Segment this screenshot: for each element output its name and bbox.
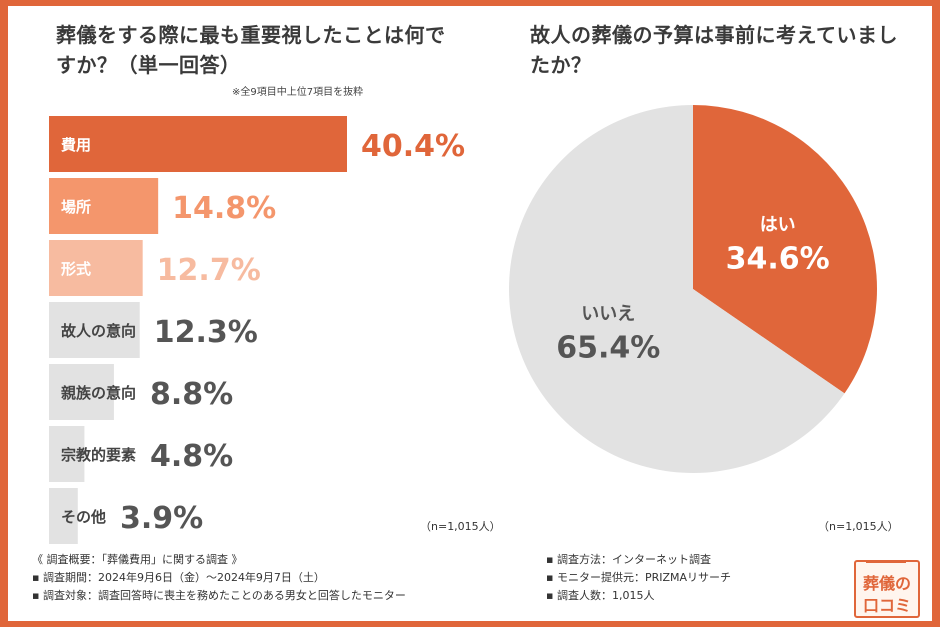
pie-slice-label: はい [760, 214, 796, 235]
bar-chart-title: 葬儀をする際に最も重要視したことは何ですか？（単一回答） [56, 23, 446, 77]
logo-roof-shape [866, 561, 906, 569]
survey-summary-left: 《 調査概要：「葬儀費用」に関する調査 》 ▪ 調査期間：2024年9月6日（金… [32, 551, 406, 605]
survey-target: ▪ 調査対象：調査回答時に喪主を務めたことのある男女と回答したモニター [32, 589, 406, 602]
survey-summary-heading: 《 調査概要：「葬儀費用」に関する調査 》 [32, 553, 243, 566]
bar-category-label: 親族の意向 [61, 384, 136, 402]
pie-value-label: 34.6% [726, 241, 830, 276]
bar-value-label: 4.8% [150, 439, 233, 474]
bar-6 [49, 488, 78, 544]
pie-slice-0 [693, 105, 878, 394]
logo-text-line2: 口コミ [862, 596, 911, 615]
pie-value-label: 65.4% [556, 331, 660, 366]
bar-category-label: 宗教的要素 [61, 446, 136, 464]
survey-count: ▪ 調査人数：1,015人 [546, 589, 655, 602]
bar-0 [49, 116, 347, 172]
bar-value-label: 14.8% [172, 191, 276, 226]
bar-4 [49, 364, 114, 420]
bar-category-label: 故人の意向 [61, 322, 136, 340]
bar-category-label: その他 [61, 508, 106, 526]
pie-slice-label: いいえ [581, 304, 635, 325]
bar-category-label: 形式 [61, 260, 91, 278]
logo-text-line1: 葬儀の [862, 574, 911, 593]
bar-3 [49, 302, 140, 358]
pie-slice-1 [509, 105, 845, 473]
bar-category-label: 費用 [61, 136, 91, 154]
survey-method: ▪ 調査方法：インターネット調査 [546, 553, 711, 566]
bar-value-label: 8.8% [150, 377, 233, 412]
bar-value-label: 40.4% [361, 129, 465, 164]
pie-chart-title: 故人の葬儀の予算は事前に考えていましたか？ [530, 23, 898, 77]
bar-value-label: 3.9% [120, 501, 203, 536]
bar-chart-note: ※全9項目中上位7項目を抜粋 [232, 87, 364, 98]
brand-logo: 葬儀の 口コミ [854, 560, 920, 618]
bar-1 [49, 178, 159, 234]
bar-value-label: 12.3% [154, 315, 258, 350]
survey-summary-right: ▪ 調査方法：インターネット調査 ▪ モニター提供元：PRIZMAリサーチ ▪ … [546, 551, 731, 605]
pie-sample-size: （n=1,015人） [818, 520, 899, 533]
survey-period: ▪ 調査期間：2024年9月6日（金）〜2024年9月7日（土） [32, 571, 325, 584]
bar-value-label: 12.7% [157, 253, 261, 288]
bar-2 [49, 240, 143, 296]
bar-sample-size: （n=1,015人） [420, 520, 501, 533]
bar-category-label: 場所 [61, 198, 91, 216]
survey-provider: ▪ モニター提供元：PRIZMAリサーチ [546, 571, 732, 584]
bar-5 [49, 426, 85, 482]
